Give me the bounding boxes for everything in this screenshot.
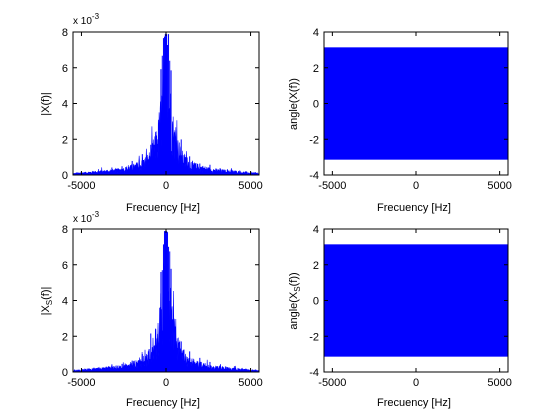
x-tick-label: 0 [163,377,169,389]
x-tick-label: 5000 [487,180,511,192]
x-axis-label: Frecuency [Hz] [377,202,451,214]
plot-area [73,33,259,175]
y-tick-label: -4 [309,170,319,182]
y-tick-label: 4 [62,99,68,111]
phase-band [324,244,508,357]
x-tick-label: 0 [163,180,169,192]
y-tick-label: 8 [62,224,68,236]
y-exponent-power: -3 [92,12,100,21]
y-tick-label: 0 [313,99,319,111]
x-tick-label: 5000 [238,180,262,192]
y-tick-label: 4 [62,296,68,308]
magnitude-plot-xs: x 10-3 |XS(f)| Frecuency [Hz] -5000 0 5000… [40,210,263,409]
plot-area [324,244,508,357]
y-tick-label: 4 [313,27,319,39]
phase-band [324,47,508,160]
y-exponent-label: x 10-3 [73,210,100,225]
x-tick-label: 5000 [487,377,511,389]
x-tick-label: -5000 [318,377,346,389]
y-tick-label: 2 [62,134,68,146]
x-tick-label: -5000 [67,180,95,192]
y-exponent-power: -3 [92,210,100,219]
x-axis-label: Frecuency [Hz] [126,202,200,214]
y-exponent-label: x 10-3 [73,12,100,27]
y-axis-label: angle(X(f)) [288,78,300,130]
y-axis-label: |X(f)| [40,92,52,115]
y-tick-label: 0 [313,296,319,308]
x-tick-label: -5000 [318,180,346,192]
y-axis-label: |XS(f)| [40,287,54,316]
phase-plot-x: angle(X(f)) Frecuency [Hz] -5000 0 5000 -4 -… [288,27,512,214]
x-axis-label: Frecuency [Hz] [377,397,451,409]
y-tick-label: -4 [309,367,319,379]
y-tick-label: 4 [313,224,319,236]
y-tick-label: -2 [309,134,319,146]
magnitude-plot-x: x 10-3 |X(f)| Frecuency [Hz] -5000 0 50000… [40,12,263,214]
y-tick-label: 2 [313,63,319,75]
plot-area [324,47,508,160]
x-tick-label: 0 [413,377,419,389]
x-tick-label: -5000 [67,377,95,389]
x-tick-label: 0 [413,180,419,192]
plot-area [73,231,259,372]
y-tick-label: 6 [62,63,68,75]
y-tick-label: 6 [62,260,68,272]
y-tick-label: 2 [62,331,68,343]
y-tick-label: -2 [309,331,319,343]
x-axis-label: Frecuency [Hz] [126,397,200,409]
y-tick-label: 0 [62,367,68,379]
y-tick-label: 0 [62,170,68,182]
x-tick-label: 5000 [238,377,262,389]
y-tick-label: 2 [313,260,319,272]
y-tick-label: 8 [62,27,68,39]
phase-plot-xs: angle(XS(f)) Frecuency [Hz] -5000 0 5000 -4… [288,224,512,409]
y-axis-label: angle(XS(f)) [288,272,302,329]
